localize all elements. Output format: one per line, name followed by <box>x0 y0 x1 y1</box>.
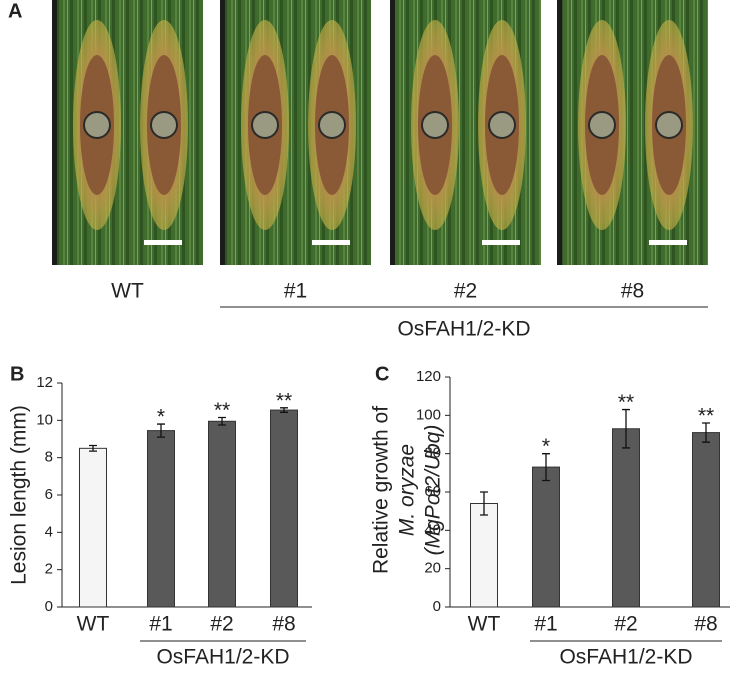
sample-label: WT <box>111 280 144 303</box>
y-tick-label: 0 <box>45 598 53 615</box>
lesion-center <box>421 111 449 139</box>
lesion-center <box>150 111 178 139</box>
group-label: OsFAH1/2-KD <box>559 646 692 669</box>
lesion-center <box>251 111 279 139</box>
error-bar <box>157 423 165 438</box>
y-tick-label: 0 <box>433 598 441 615</box>
error-bar <box>280 407 288 413</box>
x-tick-label: WT <box>468 613 501 636</box>
error-bar <box>89 444 97 452</box>
error-bar <box>622 408 630 449</box>
y-tick-label: 40 <box>424 521 441 538</box>
x-tick-label: #8 <box>694 613 717 636</box>
group-label: OsFAH1/2-KD <box>156 646 289 669</box>
y-axis-label: (MgPot2/Ubq) <box>422 425 445 556</box>
y-tick-label: 10 <box>36 411 53 428</box>
y-tick-label: 4 <box>45 523 53 540</box>
photo-edge <box>557 0 562 265</box>
panel-label: C <box>375 363 389 385</box>
error-bar <box>702 422 710 443</box>
x-tick-label: #2 <box>210 613 233 636</box>
x-tick-label: WT <box>77 613 110 636</box>
significance: ** <box>698 405 714 428</box>
bar <box>147 430 175 608</box>
y-tick-label: 120 <box>416 368 441 385</box>
lesion-center <box>588 111 616 139</box>
y-axis-label: M. oryzae <box>396 444 419 536</box>
lesion-center <box>318 111 346 139</box>
lesion-center <box>83 111 111 139</box>
x-tick-label: #1 <box>534 613 557 636</box>
y-tick-label: 8 <box>45 449 53 466</box>
error-bar <box>480 491 488 516</box>
x-tick-label: #8 <box>272 613 295 636</box>
y-tick-label: 12 <box>36 374 53 391</box>
x-tick-label: #1 <box>149 613 172 636</box>
significance: * <box>157 406 165 429</box>
y-tick-label: 2 <box>45 561 53 578</box>
sample-label: #2 <box>454 280 477 303</box>
scale-bar <box>312 240 350 245</box>
y-tick-label: 60 <box>424 483 441 500</box>
scale-bar <box>649 240 687 245</box>
y-tick-label: 100 <box>416 406 441 423</box>
lesion-center <box>488 111 516 139</box>
significance: ** <box>618 391 634 414</box>
panel-label: A <box>8 0 22 22</box>
y-tick-label: 6 <box>45 486 53 503</box>
bar <box>612 428 640 608</box>
significance: ** <box>214 399 230 422</box>
bar <box>208 420 236 608</box>
sample-label: #8 <box>621 280 644 303</box>
sample-label: #1 <box>284 280 307 303</box>
y-tick-label: 20 <box>424 560 441 577</box>
x-tick-label: #2 <box>614 613 637 636</box>
significance: ** <box>276 389 292 412</box>
photo-edge <box>390 0 395 265</box>
bar <box>692 432 720 608</box>
significance: * <box>542 435 550 458</box>
bar <box>270 409 298 608</box>
error-bar <box>218 416 226 426</box>
y-tick-label: 80 <box>424 445 441 462</box>
scale-bar <box>144 240 182 245</box>
error-bar <box>542 453 550 482</box>
y-axis-label: Relative growth of <box>370 406 393 574</box>
bar <box>470 503 498 608</box>
group-label: OsFAH1/2-KD <box>397 318 530 341</box>
lesion-center <box>655 111 683 139</box>
bar <box>532 466 560 608</box>
leaf-photos <box>52 0 708 265</box>
photo-edge <box>52 0 57 265</box>
photo-edge <box>220 0 225 265</box>
panel-label: B <box>10 363 24 385</box>
y-axis-label: Lesion length (mm) <box>8 405 31 585</box>
scale-bar <box>482 240 520 245</box>
bar <box>79 447 107 608</box>
